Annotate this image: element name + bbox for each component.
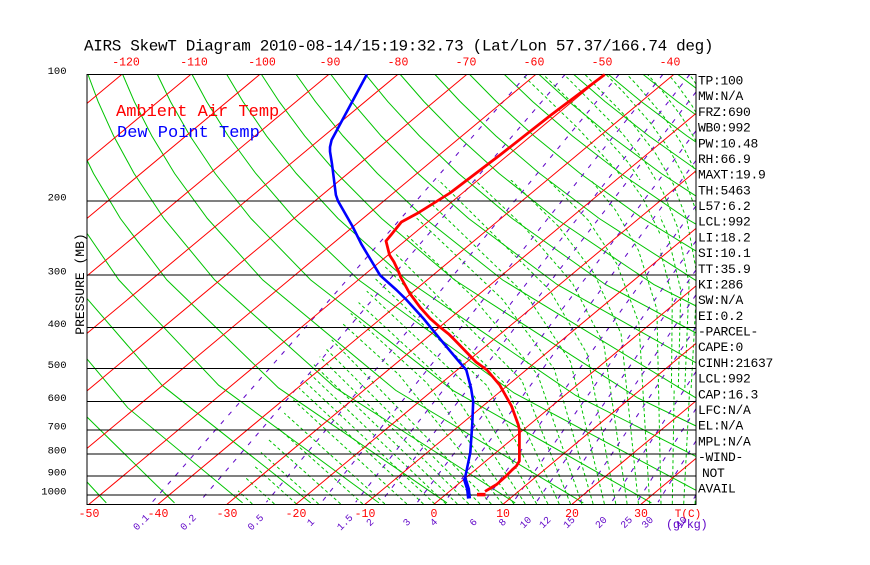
svg-text:LCL:992: LCL:992: [698, 372, 751, 387]
svg-text:1000: 1000: [41, 487, 66, 499]
svg-text:CAP:16.3: CAP:16.3: [698, 387, 758, 402]
svg-text:SI:10.1: SI:10.1: [698, 246, 751, 261]
svg-text:LI:18.2: LI:18.2: [698, 230, 751, 245]
svg-text:100: 100: [48, 66, 67, 78]
svg-text:NOT: NOT: [702, 466, 725, 481]
svg-text:MPL:N/A: MPL:N/A: [698, 434, 751, 449]
svg-text:800: 800: [48, 446, 67, 458]
svg-text:500: 500: [48, 360, 67, 372]
svg-text:EL:N/A: EL:N/A: [698, 419, 744, 434]
svg-text:WB0:992: WB0:992: [698, 121, 751, 136]
svg-text:-100: -100: [248, 57, 276, 70]
svg-text:AVAIL: AVAIL: [698, 481, 736, 496]
svg-text:KI:286: KI:286: [698, 278, 743, 293]
svg-text:20: 20: [565, 508, 579, 521]
svg-text:MW:N/A: MW:N/A: [698, 89, 744, 104]
svg-text:AIRS SkewT Diagram 2010-08-14/: AIRS SkewT Diagram 2010-08-14/15:19:32.7…: [84, 38, 713, 56]
svg-text:SW:N/A: SW:N/A: [698, 293, 744, 308]
svg-text:900: 900: [48, 467, 67, 479]
svg-text:Ambient Air Temp: Ambient Air Temp: [116, 103, 279, 122]
svg-text:-50: -50: [592, 57, 613, 70]
svg-text:-PARCEL-: -PARCEL-: [698, 325, 758, 340]
svg-text:-80: -80: [388, 57, 409, 70]
svg-text:CAPE:0: CAPE:0: [698, 340, 743, 355]
svg-text:RH:66.9: RH:66.9: [698, 152, 751, 167]
svg-text:TP:100: TP:100: [698, 74, 743, 89]
svg-text:TH:5463: TH:5463: [698, 183, 751, 198]
svg-text:-WIND-: -WIND-: [698, 450, 743, 465]
svg-text:600: 600: [48, 393, 67, 405]
svg-text:200: 200: [48, 193, 67, 205]
svg-text:MAXT:19.9: MAXT:19.9: [698, 168, 766, 183]
svg-text:Dew Point Temp: Dew Point Temp: [117, 124, 260, 143]
svg-text:10: 10: [496, 508, 510, 521]
svg-text:CINH:21637: CINH:21637: [698, 356, 773, 371]
svg-text:-110: -110: [180, 57, 208, 70]
svg-text:-10: -10: [355, 508, 376, 521]
svg-text:30: 30: [634, 508, 648, 521]
svg-text:0: 0: [431, 508, 438, 521]
svg-text:-90: -90: [320, 57, 341, 70]
svg-text:(g/kg): (g/kg): [666, 518, 707, 532]
svg-text:FRZ:690: FRZ:690: [698, 105, 751, 120]
svg-text:LFC:N/A: LFC:N/A: [698, 403, 751, 418]
svg-text:PW:10.48: PW:10.48: [698, 136, 758, 151]
svg-text:-60: -60: [524, 57, 545, 70]
svg-text:-50: -50: [79, 508, 100, 521]
svg-text:PRESSURE (MB): PRESSURE (MB): [73, 233, 88, 334]
svg-text:T(C): T(C): [675, 509, 701, 521]
svg-text:TT:35.9: TT:35.9: [698, 262, 751, 277]
svg-text:-120: -120: [112, 57, 140, 70]
svg-text:-40: -40: [660, 57, 681, 70]
svg-text:300: 300: [48, 267, 67, 279]
svg-text:EI:0.2: EI:0.2: [698, 309, 743, 324]
svg-text:400: 400: [48, 319, 67, 331]
svg-text:-40: -40: [148, 508, 169, 521]
svg-text:LCL:992: LCL:992: [698, 215, 751, 230]
svg-text:L57:6.2: L57:6.2: [698, 199, 751, 214]
svg-text:-20: -20: [286, 508, 307, 521]
svg-text:700: 700: [48, 421, 67, 433]
svg-text:-70: -70: [456, 57, 477, 70]
svg-text:-30: -30: [217, 508, 238, 521]
